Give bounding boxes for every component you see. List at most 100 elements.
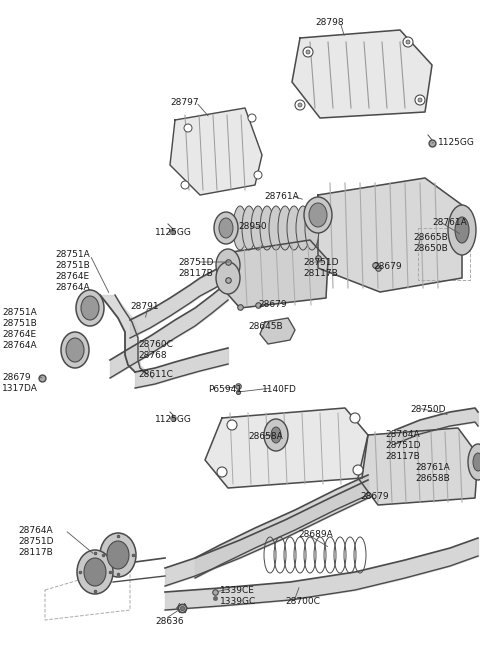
Ellipse shape xyxy=(242,206,256,250)
Text: 28117B: 28117B xyxy=(178,269,213,278)
Text: 28764A: 28764A xyxy=(2,341,36,350)
Text: 28117B: 28117B xyxy=(303,269,338,278)
Text: 28645B: 28645B xyxy=(248,322,283,331)
Text: 28797: 28797 xyxy=(171,98,199,107)
Text: 28117B: 28117B xyxy=(18,548,53,557)
Ellipse shape xyxy=(269,206,283,250)
Text: 28636: 28636 xyxy=(155,617,184,626)
Ellipse shape xyxy=(473,453,480,471)
Text: 1317DA: 1317DA xyxy=(2,384,38,393)
Ellipse shape xyxy=(214,212,238,244)
Text: 28751D: 28751D xyxy=(303,258,338,267)
Text: 28658B: 28658B xyxy=(415,474,450,483)
Ellipse shape xyxy=(84,558,106,586)
Polygon shape xyxy=(358,428,478,505)
Text: 28751D: 28751D xyxy=(385,441,420,450)
Polygon shape xyxy=(224,240,328,308)
Ellipse shape xyxy=(181,181,189,189)
Text: 28764A: 28764A xyxy=(18,526,53,535)
Text: 1125GG: 1125GG xyxy=(438,138,475,147)
Text: 28750D: 28750D xyxy=(410,405,445,414)
Text: 1140FD: 1140FD xyxy=(262,385,297,394)
Text: 28751A: 28751A xyxy=(2,308,37,317)
Text: P65941: P65941 xyxy=(208,385,242,394)
Text: 28665B: 28665B xyxy=(413,233,448,242)
Ellipse shape xyxy=(468,444,480,480)
Ellipse shape xyxy=(227,420,237,430)
Ellipse shape xyxy=(296,206,310,250)
Polygon shape xyxy=(318,178,462,292)
Ellipse shape xyxy=(100,533,136,577)
Ellipse shape xyxy=(353,465,363,475)
Text: 1125GG: 1125GG xyxy=(155,228,192,237)
Text: 28764A: 28764A xyxy=(385,430,420,439)
Text: 28768: 28768 xyxy=(138,351,167,360)
Ellipse shape xyxy=(455,217,469,243)
Ellipse shape xyxy=(260,206,274,250)
Ellipse shape xyxy=(216,262,240,294)
Text: 1339CE: 1339CE xyxy=(220,586,255,595)
Ellipse shape xyxy=(216,249,240,281)
Ellipse shape xyxy=(271,427,281,443)
Text: 28764A: 28764A xyxy=(55,283,90,292)
Text: 28751B: 28751B xyxy=(55,261,90,270)
Text: 28689A: 28689A xyxy=(298,530,333,539)
Ellipse shape xyxy=(309,203,327,227)
Text: 28650B: 28650B xyxy=(413,244,448,253)
Ellipse shape xyxy=(219,218,233,238)
Ellipse shape xyxy=(76,290,104,326)
Text: 28679: 28679 xyxy=(2,373,31,382)
Ellipse shape xyxy=(248,114,256,122)
Polygon shape xyxy=(260,318,295,344)
Text: 28611C: 28611C xyxy=(138,370,173,379)
Ellipse shape xyxy=(406,40,410,44)
Text: 28764E: 28764E xyxy=(2,330,36,339)
Polygon shape xyxy=(205,408,368,488)
Text: 28791: 28791 xyxy=(130,302,158,311)
Ellipse shape xyxy=(107,541,129,569)
Text: 28761A: 28761A xyxy=(264,192,300,201)
Text: 28751A: 28751A xyxy=(55,250,90,259)
Ellipse shape xyxy=(66,338,84,362)
Text: 28117B: 28117B xyxy=(385,452,420,461)
Ellipse shape xyxy=(278,206,292,250)
Ellipse shape xyxy=(233,206,247,250)
Ellipse shape xyxy=(264,419,288,451)
Ellipse shape xyxy=(217,467,227,477)
Text: 28761A: 28761A xyxy=(432,218,467,227)
Text: 28751D: 28751D xyxy=(178,258,214,267)
Text: 28760C: 28760C xyxy=(138,340,173,349)
Ellipse shape xyxy=(295,100,305,110)
Ellipse shape xyxy=(77,550,113,594)
Text: 28751D: 28751D xyxy=(18,537,53,546)
Polygon shape xyxy=(170,108,262,195)
Ellipse shape xyxy=(254,171,262,179)
Text: 1125GG: 1125GG xyxy=(155,415,192,424)
Text: 28679: 28679 xyxy=(258,300,287,309)
Text: 28679: 28679 xyxy=(373,262,402,271)
Ellipse shape xyxy=(305,206,319,250)
Text: 28751B: 28751B xyxy=(2,319,37,328)
Ellipse shape xyxy=(298,103,302,107)
Ellipse shape xyxy=(184,124,192,132)
Text: 28798: 28798 xyxy=(316,18,344,27)
Ellipse shape xyxy=(251,206,265,250)
Text: 28950: 28950 xyxy=(239,222,267,231)
Ellipse shape xyxy=(415,95,425,105)
Ellipse shape xyxy=(403,37,413,47)
Text: 28700C: 28700C xyxy=(285,597,320,606)
Ellipse shape xyxy=(303,47,313,57)
Ellipse shape xyxy=(350,413,360,423)
Ellipse shape xyxy=(287,206,301,250)
Ellipse shape xyxy=(418,98,422,102)
Polygon shape xyxy=(292,30,432,118)
Text: 28658A: 28658A xyxy=(248,432,283,441)
Ellipse shape xyxy=(81,296,99,320)
Text: 1339GC: 1339GC xyxy=(220,597,256,606)
Ellipse shape xyxy=(304,197,332,233)
Ellipse shape xyxy=(448,205,476,255)
Ellipse shape xyxy=(61,332,89,368)
Text: 28679: 28679 xyxy=(360,492,389,501)
Text: 28761A: 28761A xyxy=(415,463,450,472)
Text: 28764E: 28764E xyxy=(55,272,89,281)
